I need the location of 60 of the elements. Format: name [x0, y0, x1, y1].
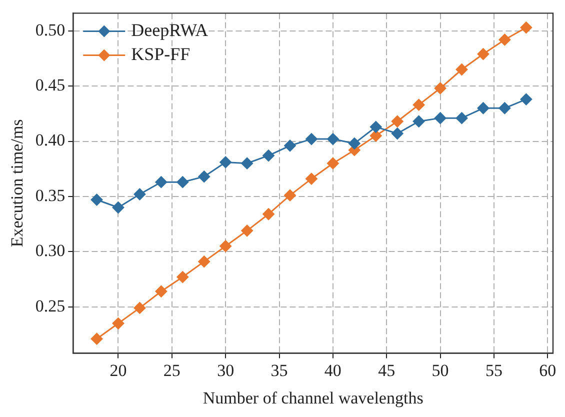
legend-label: KSP-FF	[131, 44, 190, 64]
y-axis-title: Execution time/ms	[8, 119, 27, 248]
point	[112, 317, 124, 330]
point	[456, 112, 468, 124]
y-tick-label: 0.35	[35, 186, 66, 205]
x-tick-label: 60	[539, 360, 556, 380]
point	[434, 82, 446, 94]
point	[176, 271, 189, 284]
y-tick-label: 0.40	[35, 130, 66, 150]
x-tick-label: 30	[217, 360, 234, 380]
point	[456, 64, 468, 76]
y-tick-label: 0.45	[35, 76, 66, 95]
point	[155, 176, 168, 188]
point	[90, 194, 103, 206]
x-tick-label: 40	[324, 360, 342, 380]
y-tick-label: 0.30	[35, 241, 66, 260]
point	[134, 302, 146, 314]
point	[198, 170, 210, 183]
x-tick-label: 25	[163, 360, 180, 380]
point	[220, 156, 232, 168]
point	[241, 224, 254, 237]
point	[498, 102, 511, 114]
point	[220, 240, 232, 252]
point	[412, 115, 425, 128]
point	[520, 93, 532, 106]
point	[262, 150, 275, 162]
point	[90, 332, 103, 345]
point	[176, 176, 189, 188]
point	[198, 256, 210, 268]
y-tick-label: 0.50	[35, 20, 66, 40]
point	[370, 120, 382, 133]
x-tick-label: 35	[270, 360, 288, 380]
point	[326, 133, 339, 146]
x-tick-label: 55	[485, 360, 502, 380]
point	[391, 128, 404, 140]
point	[498, 34, 511, 46]
point	[112, 201, 124, 214]
x-tick-label: 20	[110, 360, 127, 380]
x-axis-title: Number of channel wavelengths	[202, 388, 424, 408]
point	[412, 98, 425, 111]
x-tick-label: 45	[378, 360, 396, 380]
legend-label: DeepRWA	[131, 20, 208, 40]
point	[520, 22, 532, 34]
point	[262, 208, 275, 220]
point	[391, 115, 404, 128]
point	[348, 137, 360, 150]
point	[284, 140, 296, 152]
x-tick-label: 50	[432, 360, 449, 380]
point	[155, 285, 168, 298]
point	[284, 189, 296, 202]
y-tick-label: 0.25	[35, 296, 66, 316]
point	[241, 157, 254, 170]
point	[434, 112, 446, 124]
point	[305, 172, 318, 185]
point	[477, 48, 490, 60]
point	[326, 157, 339, 170]
point	[305, 133, 318, 146]
point	[370, 130, 382, 142]
point	[134, 188, 146, 200]
point	[477, 102, 490, 114]
